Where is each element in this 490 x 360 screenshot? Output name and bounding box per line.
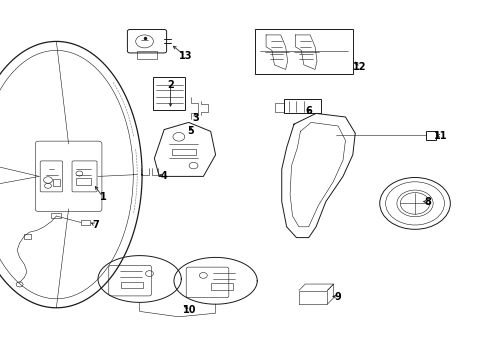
Text: 1: 1 — [99, 192, 106, 202]
Bar — [426, 131, 436, 140]
Text: 5: 5 — [188, 126, 195, 136]
Bar — [211, 283, 233, 290]
Bar — [51, 213, 61, 218]
Bar — [81, 220, 90, 225]
Text: 12: 12 — [353, 62, 367, 72]
Text: 3: 3 — [193, 113, 199, 123]
Text: 10: 10 — [183, 305, 197, 315]
Bar — [172, 149, 196, 155]
Bar — [137, 51, 157, 59]
Text: 4: 4 — [161, 171, 168, 181]
Text: 11: 11 — [434, 131, 448, 141]
Text: 2: 2 — [167, 80, 174, 90]
Bar — [275, 103, 284, 112]
Bar — [53, 179, 60, 186]
Text: 9: 9 — [335, 292, 342, 302]
Text: 7: 7 — [92, 220, 99, 230]
Text: 8: 8 — [424, 197, 431, 207]
Bar — [255, 29, 353, 74]
Bar — [24, 234, 31, 239]
Bar — [284, 99, 321, 113]
Bar — [121, 282, 143, 288]
Bar — [76, 178, 91, 185]
Text: 6: 6 — [305, 105, 312, 116]
Text: 13: 13 — [178, 51, 192, 61]
